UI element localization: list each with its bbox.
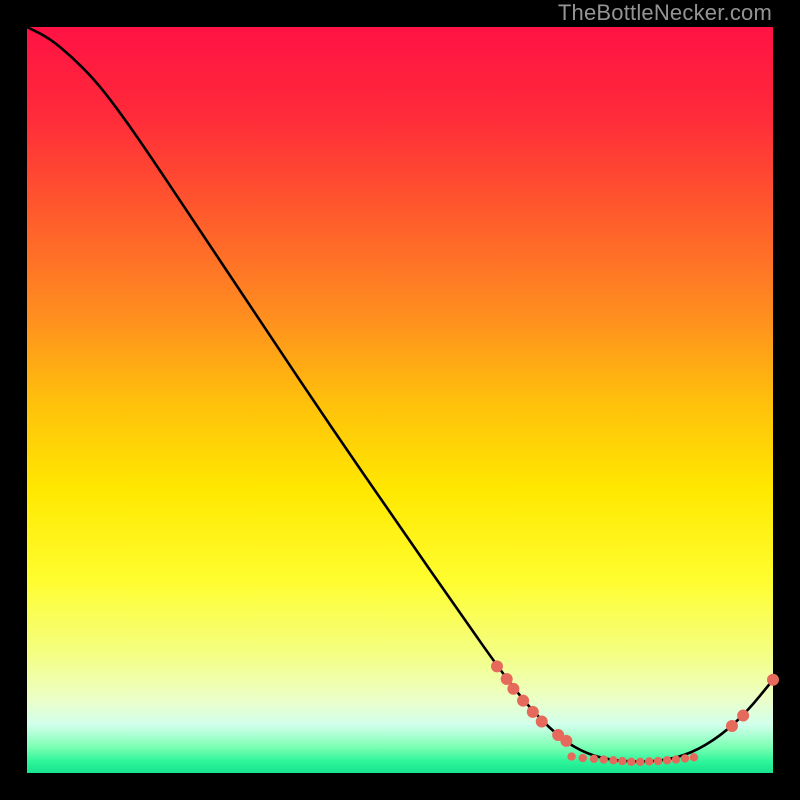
data-marker [618, 757, 626, 765]
data-marker [579, 754, 587, 762]
data-marker [737, 710, 749, 722]
data-marker [627, 758, 635, 766]
data-marker [645, 757, 653, 765]
data-marker [501, 673, 513, 685]
data-marker [560, 735, 572, 747]
data-marker [609, 756, 617, 764]
data-marker [517, 695, 529, 707]
data-marker [590, 755, 598, 763]
data-marker [599, 755, 607, 763]
bottleneck-curve [27, 27, 773, 762]
data-marker [636, 758, 644, 766]
data-marker [672, 755, 680, 763]
chart-stage: TheBottleNecker.com [0, 0, 800, 800]
data-marker [536, 716, 548, 728]
data-markers [491, 660, 779, 766]
data-marker [690, 753, 698, 761]
data-marker [527, 706, 539, 718]
data-marker [654, 757, 662, 765]
data-marker [491, 660, 503, 672]
data-marker [681, 754, 689, 762]
curve-layer [27, 27, 773, 773]
data-marker [767, 674, 779, 686]
data-marker [726, 720, 738, 732]
data-marker [507, 683, 519, 695]
data-marker [567, 752, 575, 760]
plot-area [27, 27, 773, 773]
data-marker [663, 756, 671, 764]
watermark-text: TheBottleNecker.com [558, 0, 772, 26]
